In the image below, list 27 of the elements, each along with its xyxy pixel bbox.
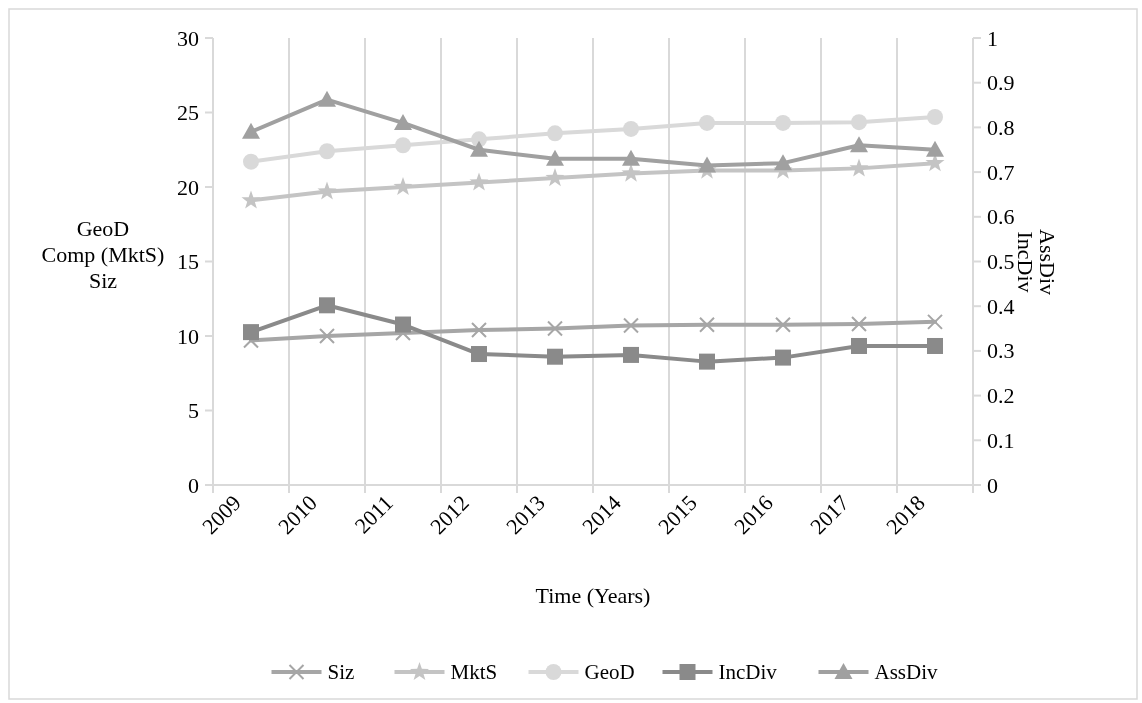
legend-label: IncDiv [718,660,778,684]
y2-tick-label: 0 [987,472,998,498]
y-tick-label: 30 [177,25,199,51]
legend-label: MktS [450,660,498,684]
y2-tick-label: 1 [987,25,998,51]
x-tick-label: 2011 [349,490,398,539]
y2-tick-label: 0.3 [987,338,1015,364]
x-axis-title: Time (Years) [535,583,651,608]
y-axis-title: GeoD Comp (MktS) Siz [41,216,165,293]
y-tick-label: 5 [188,398,199,423]
y2-tick-label: 0.5 [987,249,1015,274]
y2-tick-label: 0.6 [987,204,1015,230]
legend-label: GeoD [584,660,635,684]
y2-tick-label: 0.8 [987,114,1015,140]
y2-tick-label: 0.7 [987,159,1015,185]
y2-tick-label: 0.4 [987,293,1015,319]
y2-tick-label: 0.1 [987,427,1015,453]
y-tick-label: 0 [188,472,199,498]
y2-tick-label: 0.9 [987,70,1015,96]
legend-label: Siz [327,660,355,684]
y-tick-label: 20 [177,174,199,200]
y-tick-label: 10 [177,323,199,349]
y2-axis-title: IncDiv AssDiv [1013,228,1060,296]
y2-tick-label: 0.2 [987,383,1015,409]
legend-label: AssDiv [874,660,939,684]
y-tick-label: 15 [177,249,199,274]
y-tick-label: 25 [177,100,199,125]
